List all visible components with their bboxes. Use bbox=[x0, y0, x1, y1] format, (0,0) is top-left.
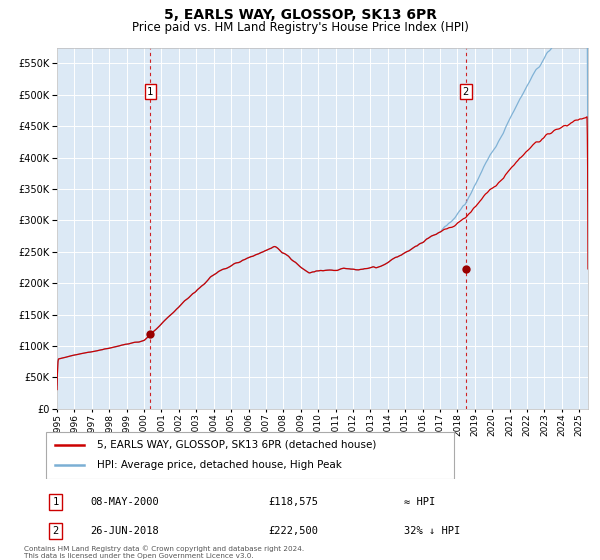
FancyBboxPatch shape bbox=[46, 432, 454, 479]
Text: £118,575: £118,575 bbox=[269, 497, 319, 507]
Text: HPI: Average price, detached house, High Peak: HPI: Average price, detached house, High… bbox=[97, 460, 341, 470]
Text: 32% ↓ HPI: 32% ↓ HPI bbox=[404, 526, 460, 536]
Text: 26-JUN-2018: 26-JUN-2018 bbox=[91, 526, 160, 536]
Text: £222,500: £222,500 bbox=[269, 526, 319, 536]
Text: 1: 1 bbox=[52, 497, 59, 507]
Text: 08-MAY-2000: 08-MAY-2000 bbox=[91, 497, 160, 507]
Text: 5, EARLS WAY, GLOSSOP, SK13 6PR: 5, EARLS WAY, GLOSSOP, SK13 6PR bbox=[163, 8, 437, 22]
Text: ≈ HPI: ≈ HPI bbox=[404, 497, 435, 507]
Text: Price paid vs. HM Land Registry's House Price Index (HPI): Price paid vs. HM Land Registry's House … bbox=[131, 21, 469, 34]
Text: Contains HM Land Registry data © Crown copyright and database right 2024.
This d: Contains HM Land Registry data © Crown c… bbox=[24, 545, 304, 559]
Text: 5, EARLS WAY, GLOSSOP, SK13 6PR (detached house): 5, EARLS WAY, GLOSSOP, SK13 6PR (detache… bbox=[97, 440, 376, 450]
Text: 1: 1 bbox=[147, 87, 154, 96]
Text: 2: 2 bbox=[52, 526, 59, 536]
Text: 2: 2 bbox=[463, 87, 469, 96]
